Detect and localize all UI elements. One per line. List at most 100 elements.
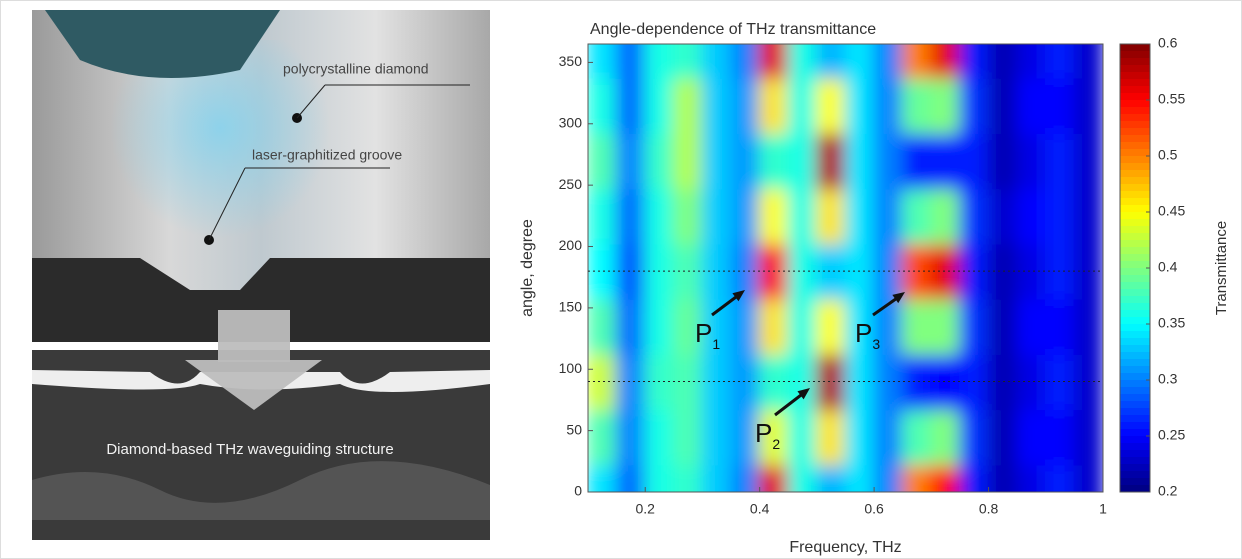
colorbar-segment [1120,58,1150,66]
panel-label: laser-graphitized groove [252,147,402,163]
colorbar-segment [1120,191,1150,199]
colorbar-segment [1120,324,1150,332]
colorbar-segment [1120,135,1150,143]
heat-cell [730,132,761,189]
heat-cell [816,298,847,355]
colorbar-segment [1120,282,1150,290]
heat-cell [1073,187,1104,244]
heat-cell [959,132,990,189]
colorbar-segment [1120,443,1150,451]
heat-cell [902,408,933,465]
heat-cell [988,132,1019,189]
heat-cell [845,132,876,189]
heat-cell [988,77,1019,134]
heat-cell [930,132,961,189]
colorbar-segment [1120,51,1150,59]
heat-cell [759,132,790,189]
y-tick-label: 50 [566,421,582,437]
heat-cell [730,298,761,355]
colorbar-segment [1120,268,1150,276]
heat-cell [930,187,961,244]
colorbar-segment [1120,163,1150,171]
heat-cell [1016,77,1047,134]
y-tick-label: 0 [574,483,582,499]
colorbar-tick-label: 0.55 [1158,91,1185,107]
panel-label: Diamond-based THz waveguiding structure [106,441,393,458]
heat-cell [845,77,876,134]
heat-cell [644,187,675,244]
colorbar-segment [1120,275,1150,283]
heat-cell [730,187,761,244]
colorbar-segment [1120,205,1150,213]
heat-cell [902,353,933,410]
heat-cell [787,132,818,189]
heat-cell [873,77,904,134]
colorbar-segment [1120,478,1150,486]
colorbar-segment [1120,331,1150,339]
colorbar-segment [1120,289,1150,297]
colorbar-segment [1120,86,1150,94]
y-tick-label: 200 [559,237,583,253]
heat-cell [1016,408,1047,465]
heat-cell [988,22,1019,79]
heat-cell [930,22,961,79]
colorbar-segment [1120,296,1150,304]
heat-cell [730,77,761,134]
heat-cell [902,242,933,299]
heat-cell [701,242,732,299]
heat-cell [616,353,647,410]
heat-cell [902,187,933,244]
colorbar-segment [1120,457,1150,465]
colorbar-segment [1120,44,1150,52]
colorbar-segment [1120,408,1150,416]
heat-cell [759,77,790,134]
colorbar-segment [1120,338,1150,346]
heat-cell [873,22,904,79]
heat-cell [759,187,790,244]
heat-cell [1045,298,1076,355]
heat-cell [902,22,933,79]
heat-cell [787,187,818,244]
colorbar-segment [1120,226,1150,234]
panel-label: polycrystalline diamond [283,61,429,77]
colorbar-tick-label: 0.2 [1158,483,1178,499]
colorbar-segment [1120,79,1150,87]
heat-cell [616,132,647,189]
sem-top: polycrystalline diamond laser-graphitize… [32,10,490,342]
heat-cell [701,353,732,410]
heat-cell [959,77,990,134]
heat-cell [787,408,818,465]
heat-cell [644,298,675,355]
chart-title: Angle-dependence of THz transmittance [590,21,876,38]
colorbar-segment [1120,170,1150,178]
heat-cell [988,298,1019,355]
x-tick-label: 1 [1099,501,1107,517]
heat-cell [616,242,647,299]
colorbar-segment [1120,107,1150,115]
heat-cell [1073,22,1104,79]
colorbar-tick-label: 0.6 [1158,35,1178,51]
colorbar-segment [1120,310,1150,318]
heat-cell [701,408,732,465]
heat-cell [1016,298,1047,355]
x-axis-label: Frequency, THz [789,539,901,556]
x-tick-label: 0.8 [979,501,999,517]
heat-cell [1045,77,1076,134]
heat-cell [959,22,990,79]
colorbar-segment [1120,366,1150,374]
colorbar-tick-label: 0.35 [1158,315,1185,331]
heat-cell [616,77,647,134]
colorbar-segment [1120,247,1150,255]
colorbar-segment [1120,401,1150,409]
heat-cell [1045,22,1076,79]
colorbar-tick-label: 0.45 [1158,203,1185,219]
heat-cell [759,298,790,355]
colorbar-segment [1120,359,1150,367]
heat-cell [930,77,961,134]
heat-cell [1016,242,1047,299]
colorbar-segment [1120,485,1150,493]
heat-cell [587,187,618,244]
heat-cell [616,187,647,244]
heat-cell [787,77,818,134]
heat-cell [816,77,847,134]
